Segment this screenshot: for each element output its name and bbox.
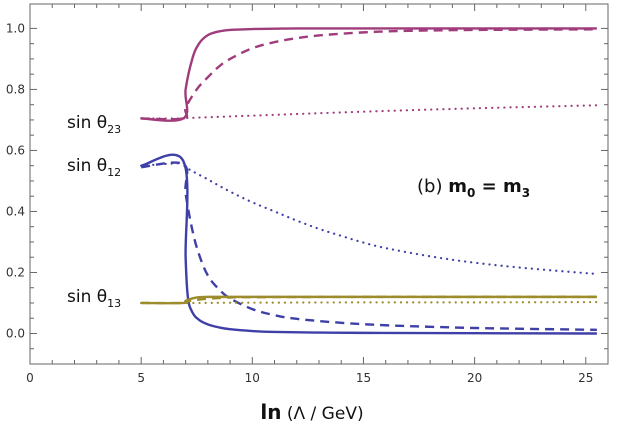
y-tick-label: 0.0 xyxy=(6,326,25,340)
label-sin-theta13: sin θ13 xyxy=(67,287,121,310)
series-group xyxy=(140,27,598,335)
x-tick-label: 10 xyxy=(245,371,260,385)
series-line-0 xyxy=(141,27,597,122)
x-axis-title: ln (Λ / GeV) xyxy=(260,400,363,424)
series-line-8 xyxy=(140,300,598,305)
series-line-7 xyxy=(141,295,597,305)
y-tick-label: 0.8 xyxy=(6,82,25,96)
x-tick-label: 25 xyxy=(578,371,593,385)
y-tick-label: 0.6 xyxy=(6,143,25,157)
x-tick-label: 0 xyxy=(26,371,34,385)
axis-ticks xyxy=(29,4,609,365)
label-sin-theta23: sin θ23 xyxy=(67,113,121,136)
y-tick-label: 0.2 xyxy=(6,265,25,279)
label-sin-theta12: sin θ12 xyxy=(67,156,121,179)
y-tick-label: 1.0 xyxy=(6,21,25,35)
x-tick-label: 15 xyxy=(356,371,371,385)
x-tick-label: 20 xyxy=(467,371,482,385)
panel-annotation: (b) m0 = m3 xyxy=(417,176,530,200)
y-tick-label: 0.4 xyxy=(6,204,25,218)
series-line-1 xyxy=(141,28,597,121)
series-line-4 xyxy=(141,161,597,332)
series-line-5 xyxy=(140,162,598,276)
x-tick-label: 5 xyxy=(137,371,145,385)
tick-labels: 0 5 10 15 20 25 0.0 0.2 0.4 0.6 0.8 1.0 xyxy=(6,21,594,385)
series-line-3 xyxy=(140,153,597,335)
series-line-2 xyxy=(140,104,598,120)
